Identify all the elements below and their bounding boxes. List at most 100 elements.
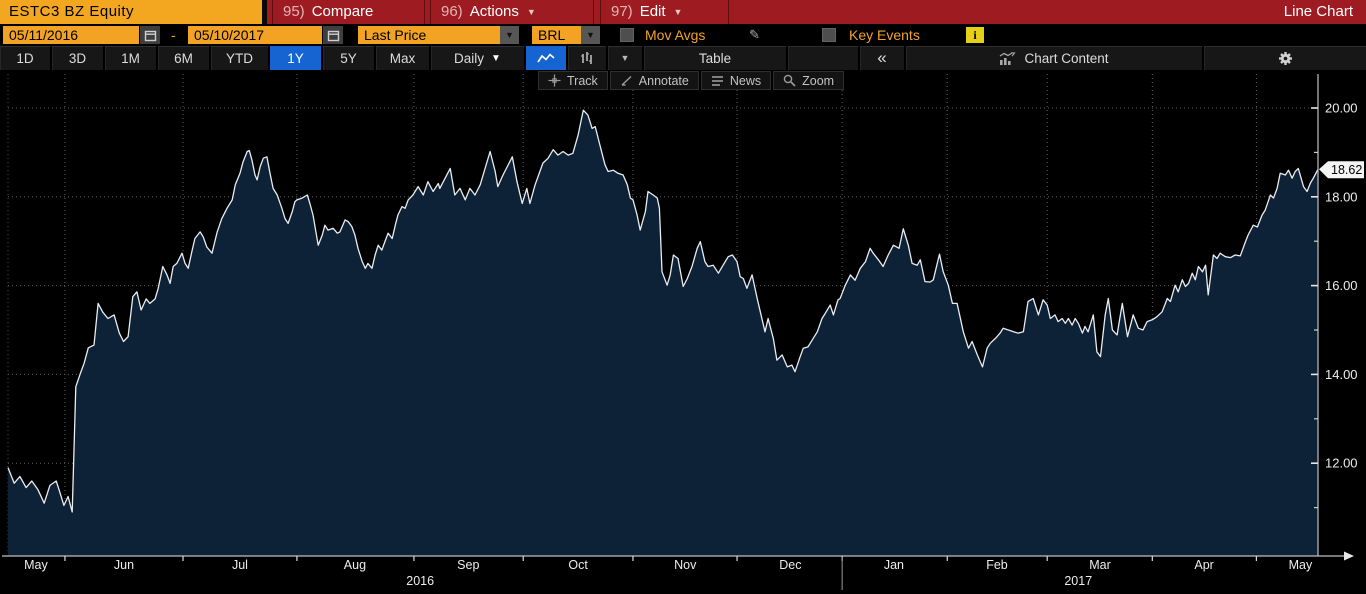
track-label: Track bbox=[567, 73, 598, 88]
x-axis-month-label: Jul bbox=[232, 558, 248, 572]
calendar-icon bbox=[144, 30, 156, 41]
news-lines-icon bbox=[711, 75, 723, 86]
price-area-fill bbox=[8, 110, 1318, 556]
y-axis-label: 12.00 bbox=[1325, 456, 1358, 471]
key-events-label[interactable]: Key Events bbox=[849, 27, 920, 43]
x-axis-month-label: Sep bbox=[457, 558, 479, 572]
news-button[interactable]: News bbox=[700, 71, 772, 90]
toolbar-spacer-cell bbox=[788, 46, 860, 70]
line-chart-type-button[interactable] bbox=[526, 46, 568, 70]
edit-menu-number: 97) bbox=[611, 3, 633, 20]
edit-menu-button[interactable]: 97) Edit ▼ bbox=[600, 0, 729, 24]
chevron-down-icon: ▼ bbox=[586, 30, 595, 40]
price-field-dropdown-button[interactable]: ▼ bbox=[500, 26, 519, 44]
annotate-button[interactable]: Annotate bbox=[609, 71, 699, 90]
x-axis-month-label: Jun bbox=[114, 558, 134, 572]
date-from-calendar-button[interactable] bbox=[140, 26, 160, 44]
currency-dropdown-button[interactable]: ▼ bbox=[581, 26, 600, 44]
x-axis-month-label: May bbox=[1289, 558, 1313, 572]
price-field-select[interactable]: Last Price bbox=[358, 26, 500, 44]
gear-icon bbox=[1278, 51, 1292, 65]
range-button-5y[interactable]: 5Y bbox=[323, 46, 376, 70]
currency-select[interactable]: BRL bbox=[532, 26, 581, 44]
period-select[interactable]: Daily ▼ bbox=[431, 46, 526, 70]
pencil-icon[interactable]: ✎ bbox=[749, 27, 760, 42]
news-label: News bbox=[729, 73, 762, 88]
actions-menu-number: 96) bbox=[441, 3, 463, 20]
range-button-ytd[interactable]: YTD bbox=[211, 46, 270, 70]
key-events-info-badge[interactable]: i bbox=[966, 27, 984, 43]
security-ticker-field[interactable]: ESTC3 BZ Equity bbox=[0, 0, 267, 24]
annotate-label: Annotate bbox=[638, 73, 689, 88]
y-axis-label: 14.00 bbox=[1325, 367, 1358, 382]
edit-menu-label: Edit bbox=[639, 3, 666, 20]
mov-avgs-label[interactable]: Mov Avgs bbox=[645, 27, 706, 43]
last-price-badge-value: 18.62 bbox=[1331, 163, 1362, 177]
y-axis-label: 20.00 bbox=[1325, 101, 1358, 116]
key-events-checkbox[interactable] bbox=[822, 28, 836, 42]
x-axis-month-label: Dec bbox=[779, 558, 801, 572]
x-axis-year-label: 2017 bbox=[1064, 574, 1092, 588]
line-chart-icon bbox=[537, 52, 555, 62]
x-axis-month-label: Oct bbox=[568, 558, 588, 572]
collapse-panel-button[interactable]: « bbox=[860, 46, 906, 70]
range-toolbar: 1D 3D 1M 6M YTD 1Y 5Y Max Daily ▼ bbox=[0, 46, 1366, 70]
bar-chart-type-button[interactable] bbox=[568, 46, 608, 70]
chevron-down-icon: ▼ bbox=[673, 7, 683, 17]
range-button-max[interactable]: Max bbox=[376, 46, 431, 70]
calendar-icon bbox=[327, 30, 339, 41]
chart-settings-button[interactable] bbox=[1204, 46, 1366, 70]
annotate-pencil-icon bbox=[621, 75, 632, 86]
date-to-input[interactable]: 05/10/2017 bbox=[188, 26, 322, 44]
table-button[interactable]: Table bbox=[644, 46, 788, 70]
range-button-3d[interactable]: 3D bbox=[52, 46, 105, 70]
range-button-6m[interactable]: 6M bbox=[158, 46, 211, 70]
chevron-down-icon: ▼ bbox=[491, 52, 501, 64]
x-axis-month-label: Apr bbox=[1194, 558, 1213, 572]
price-line bbox=[7, 109, 1319, 513]
x-axis-month-label: Feb bbox=[986, 558, 1008, 572]
chart-content-icon bbox=[1000, 51, 1017, 65]
zoom-label: Zoom bbox=[802, 73, 835, 88]
chart-type-dropdown-button[interactable]: ▼ bbox=[608, 46, 644, 70]
chevron-down-icon: ▼ bbox=[505, 30, 514, 40]
crosshair-icon bbox=[548, 74, 561, 87]
actions-menu-label: Actions bbox=[469, 3, 519, 20]
period-label: Daily bbox=[454, 50, 485, 66]
chart-tools-strip: Track Annotate News Zoom bbox=[538, 71, 846, 90]
date-from-input[interactable]: 05/11/2016 bbox=[3, 26, 139, 44]
compare-menu-number: 95) bbox=[283, 3, 305, 20]
view-title: Line Chart bbox=[1283, 3, 1353, 20]
title-bar: ESTC3 BZ Equity 95) Compare 96) Actions ▼ 9… bbox=[0, 0, 1366, 24]
y-axis-label: 16.00 bbox=[1325, 278, 1358, 293]
chart-content-label: Chart Content bbox=[1024, 50, 1109, 66]
magnifier-icon bbox=[783, 74, 796, 87]
track-button[interactable]: Track bbox=[538, 71, 608, 90]
range-button-1m[interactable]: 1M bbox=[105, 46, 158, 70]
compare-menu-label: Compare bbox=[311, 3, 374, 20]
x-axis-arrow-icon bbox=[1344, 551, 1354, 561]
x-axis-month-label: Jan bbox=[884, 558, 904, 572]
date-to-calendar-button[interactable] bbox=[323, 26, 343, 44]
bar-chart-icon bbox=[581, 52, 592, 64]
x-axis-month-label: May bbox=[24, 558, 48, 572]
zoom-button[interactable]: Zoom bbox=[773, 71, 845, 90]
double-chevron-left-icon: « bbox=[877, 48, 887, 67]
chevron-down-icon: ▼ bbox=[526, 7, 536, 17]
y-axis-label: 18.00 bbox=[1325, 189, 1358, 204]
x-axis-month-label: Mar bbox=[1089, 558, 1111, 572]
range-button-1d[interactable]: 1D bbox=[0, 46, 52, 70]
last-price-badge[interactable] bbox=[1319, 161, 1364, 179]
security-ticker: ESTC3 BZ Equity bbox=[9, 3, 135, 20]
range-button-1y-selected[interactable]: 1Y bbox=[270, 46, 323, 70]
chart-content-button[interactable]: Chart Content bbox=[906, 46, 1204, 70]
x-axis-month-label: Aug bbox=[344, 558, 366, 572]
x-axis-year-label: 2016 bbox=[406, 574, 434, 588]
mov-avgs-checkbox[interactable] bbox=[620, 28, 634, 42]
settings-bar: 05/11/2016 - 05/10/2017 Last Price ▼ BRL… bbox=[0, 24, 1366, 46]
actions-menu-button[interactable]: 96) Actions ▼ bbox=[430, 0, 594, 24]
compare-menu-button[interactable]: 95) Compare bbox=[272, 0, 425, 24]
date-range-separator: - bbox=[171, 27, 176, 43]
